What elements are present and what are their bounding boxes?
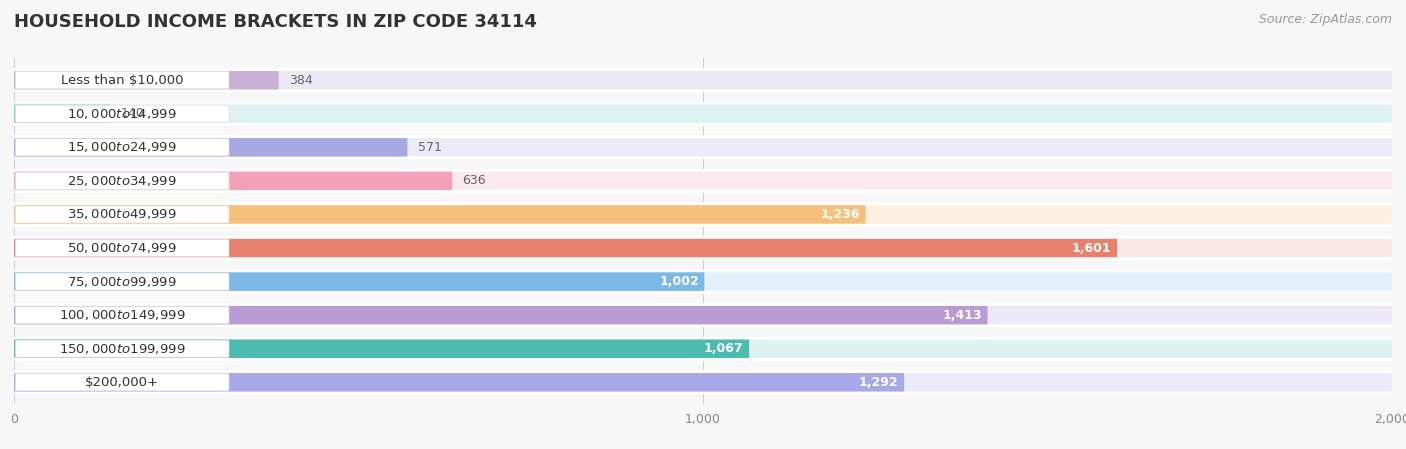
Text: Source: ZipAtlas.com: Source: ZipAtlas.com — [1258, 13, 1392, 26]
Text: 140: 140 — [121, 107, 145, 120]
Text: $150,000 to $199,999: $150,000 to $199,999 — [59, 342, 186, 356]
FancyBboxPatch shape — [14, 273, 1392, 291]
FancyBboxPatch shape — [15, 307, 229, 324]
Bar — [14, 101, 1392, 126]
Text: 1,413: 1,413 — [942, 308, 981, 321]
FancyBboxPatch shape — [14, 138, 408, 157]
FancyBboxPatch shape — [14, 105, 111, 123]
FancyBboxPatch shape — [14, 138, 1392, 157]
Bar — [14, 236, 1392, 260]
Text: 1,601: 1,601 — [1071, 242, 1112, 255]
Bar — [14, 68, 1392, 92]
Text: $15,000 to $24,999: $15,000 to $24,999 — [67, 141, 177, 154]
Text: $75,000 to $99,999: $75,000 to $99,999 — [67, 275, 177, 289]
FancyBboxPatch shape — [14, 339, 749, 358]
Text: $50,000 to $74,999: $50,000 to $74,999 — [67, 241, 177, 255]
Bar — [14, 169, 1392, 193]
Text: $100,000 to $149,999: $100,000 to $149,999 — [59, 308, 186, 322]
FancyBboxPatch shape — [14, 239, 1116, 257]
FancyBboxPatch shape — [14, 273, 704, 291]
FancyBboxPatch shape — [14, 239, 1392, 257]
Text: 636: 636 — [463, 174, 486, 187]
Text: 384: 384 — [290, 74, 312, 87]
FancyBboxPatch shape — [14, 172, 1392, 190]
Bar — [14, 135, 1392, 159]
Bar — [14, 269, 1392, 294]
Text: 571: 571 — [418, 141, 441, 154]
Text: HOUSEHOLD INCOME BRACKETS IN ZIP CODE 34114: HOUSEHOLD INCOME BRACKETS IN ZIP CODE 34… — [14, 13, 537, 31]
Text: 1,292: 1,292 — [859, 376, 898, 389]
Text: 1,067: 1,067 — [704, 342, 744, 355]
FancyBboxPatch shape — [15, 340, 229, 357]
FancyBboxPatch shape — [14, 373, 904, 392]
FancyBboxPatch shape — [14, 339, 1392, 358]
Text: Less than $10,000: Less than $10,000 — [60, 74, 183, 87]
FancyBboxPatch shape — [14, 172, 453, 190]
FancyBboxPatch shape — [15, 239, 229, 256]
Bar — [14, 303, 1392, 327]
FancyBboxPatch shape — [14, 71, 278, 89]
Text: $10,000 to $14,999: $10,000 to $14,999 — [67, 107, 177, 121]
FancyBboxPatch shape — [15, 374, 229, 391]
FancyBboxPatch shape — [14, 105, 1392, 123]
FancyBboxPatch shape — [15, 72, 229, 89]
Text: 1,236: 1,236 — [821, 208, 860, 221]
FancyBboxPatch shape — [14, 306, 987, 324]
Text: $35,000 to $49,999: $35,000 to $49,999 — [67, 207, 177, 221]
FancyBboxPatch shape — [14, 205, 1392, 224]
FancyBboxPatch shape — [15, 206, 229, 223]
Bar — [14, 370, 1392, 394]
FancyBboxPatch shape — [15, 139, 229, 156]
FancyBboxPatch shape — [14, 306, 1392, 324]
FancyBboxPatch shape — [14, 373, 1392, 392]
FancyBboxPatch shape — [15, 172, 229, 189]
Text: $25,000 to $34,999: $25,000 to $34,999 — [67, 174, 177, 188]
FancyBboxPatch shape — [15, 105, 229, 122]
FancyBboxPatch shape — [15, 273, 229, 290]
Bar — [14, 202, 1392, 227]
Bar — [14, 337, 1392, 361]
FancyBboxPatch shape — [14, 71, 1392, 89]
Text: 1,002: 1,002 — [659, 275, 699, 288]
Text: $200,000+: $200,000+ — [86, 376, 159, 389]
FancyBboxPatch shape — [14, 205, 866, 224]
